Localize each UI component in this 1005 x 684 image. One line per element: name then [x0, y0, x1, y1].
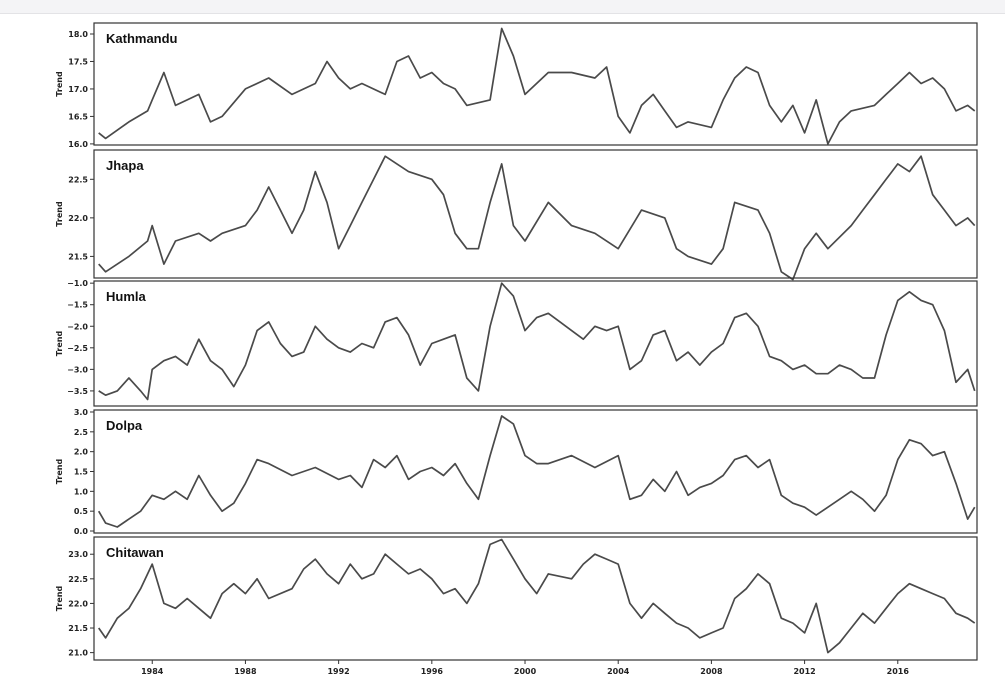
panel-0-trend-line [98, 27, 976, 145]
panel-3-ylabel: Trend [55, 459, 64, 485]
panel-0-ytick-label: 16.5 [68, 112, 88, 121]
panel-1-ytick-label: 21.5 [68, 252, 88, 261]
xtick-label: 2012 [793, 667, 815, 676]
panel-0-title: Kathmandu [106, 31, 178, 46]
panel-3-ytick-label: 2.0 [74, 448, 89, 457]
panel-4-title: Chitawan [106, 545, 164, 560]
xtick-label: 2000 [514, 667, 537, 676]
panel-2-ylabel: Trend [55, 331, 64, 357]
xtick-label: 1984 [141, 667, 164, 676]
panel-3-ytick-label: 3.0 [74, 408, 89, 417]
panel-4-ytick-label: 22.0 [68, 599, 88, 608]
xtick-label: 2004 [607, 667, 630, 676]
xtick-label: 2008 [700, 667, 723, 676]
panel-2-ytick-label: −3.5 [67, 387, 88, 396]
xtick-label: 1996 [421, 667, 444, 676]
panel-4-ylabel: Trend [55, 586, 64, 612]
panel-0-ytick-label: 18.0 [68, 30, 88, 39]
xtick-label: 1992 [327, 667, 349, 676]
panel-2-ytick-label: −2.0 [67, 322, 88, 331]
panel-0-ytick-label: 17.0 [68, 85, 88, 94]
panel-3-ytick-label: 2.5 [74, 428, 89, 437]
panel-4-ytick-label: 21.0 [68, 649, 88, 658]
panel-0-ytick-label: 16.0 [68, 140, 88, 149]
panel-1-ytick-label: 22.0 [68, 214, 88, 223]
panel-2-ytick-label: −1.5 [67, 301, 88, 310]
panel-1-title: Jhapa [106, 158, 144, 173]
panel-4-ytick-label: 21.5 [68, 624, 88, 633]
xtick-label: 2016 [887, 667, 910, 676]
panel-1-trend-line [98, 155, 976, 281]
panel-3-ytick-label: 0.0 [74, 527, 89, 536]
panel-4-ytick-label: 22.5 [68, 575, 88, 584]
panel-0-frame [93, 22, 978, 146]
panel-4-ytick-label: 23.0 [68, 550, 88, 559]
panel-1-ytick-label: 22.5 [68, 175, 88, 184]
panel-4-trend-line [98, 538, 976, 654]
panel-0-ylabel: Trend [55, 71, 64, 97]
panel-2-title: Humla [106, 289, 147, 304]
panel-2-frame [93, 280, 978, 407]
panel-2-ytick-label: −2.5 [67, 344, 88, 353]
xtick-label: 1988 [234, 667, 257, 676]
panel-3-trend-line [97, 415, 976, 528]
panel-1-ylabel: Trend [55, 201, 64, 227]
panel-3-ytick-label: 1.5 [74, 468, 89, 477]
panel-4-frame [93, 536, 978, 661]
panel-2-ytick-label: −3.0 [67, 365, 88, 374]
panel-1-frame [93, 149, 978, 279]
panel-3-frame [93, 409, 978, 534]
panel-2-trend-line [98, 282, 976, 401]
panel-2-ytick-label: −1.0 [67, 279, 88, 288]
window-top-bar [0, 0, 1005, 14]
panel-3-ytick-label: 0.5 [74, 507, 89, 516]
panel-0-ytick-label: 17.5 [68, 57, 88, 66]
panel-3-title: Dolpa [106, 418, 143, 433]
panel-3-ytick-label: 1.0 [74, 487, 89, 496]
